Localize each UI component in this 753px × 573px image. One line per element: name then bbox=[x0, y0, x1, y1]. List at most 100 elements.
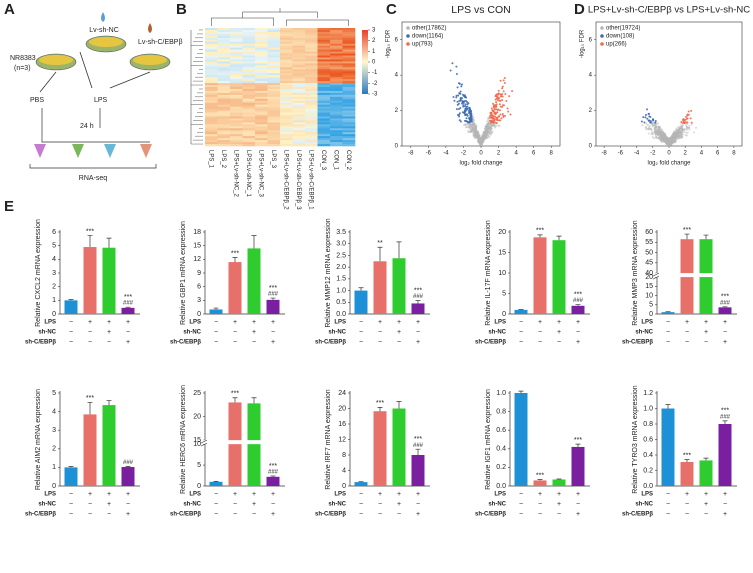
heatmap-cell bbox=[280, 45, 293, 48]
condition-sign: + bbox=[126, 339, 130, 346]
heatmap-cell bbox=[305, 142, 318, 145]
condition-sign: − bbox=[88, 501, 92, 508]
volcano-point bbox=[504, 92, 507, 95]
bar bbox=[102, 247, 116, 314]
heatmap-cell bbox=[330, 124, 343, 127]
condition-sign: + bbox=[88, 319, 92, 326]
volcano-point bbox=[463, 124, 466, 127]
y-tick-label: 9 bbox=[197, 270, 201, 277]
error-bar bbox=[232, 257, 238, 263]
condition-sign: + bbox=[252, 491, 256, 498]
volcano-point bbox=[646, 117, 649, 120]
heatmap-cell bbox=[217, 28, 231, 31]
error-bar bbox=[556, 235, 562, 241]
panel-label: A bbox=[4, 1, 15, 18]
heatmap-cell bbox=[230, 67, 243, 70]
bracket bbox=[41, 108, 150, 143]
label: RNA-seq bbox=[79, 175, 108, 182]
heatmap-cell bbox=[330, 118, 343, 121]
heatmap-cell bbox=[242, 100, 256, 104]
heatmap-cell bbox=[292, 110, 306, 113]
volcano-point bbox=[493, 108, 496, 111]
volcano-point bbox=[658, 127, 661, 130]
heatmap-cell bbox=[205, 57, 218, 60]
volcano-title: LPS+Lv-sh-C/EBPβ vs LPS+Lv-sh-NC bbox=[588, 5, 750, 16]
heatmap-cell bbox=[205, 41, 218, 45]
error-bar bbox=[575, 304, 581, 306]
heatmap-cell bbox=[267, 33, 281, 37]
heatmap-cell bbox=[205, 90, 218, 94]
volcano-point bbox=[477, 139, 480, 142]
heatmap-cell bbox=[217, 138, 231, 141]
y-tick-label: 4 bbox=[342, 467, 346, 474]
heatmap-cell bbox=[292, 142, 306, 145]
heatmap-cell bbox=[255, 88, 268, 92]
heatmap-cell bbox=[255, 112, 268, 115]
heatmap-cell bbox=[205, 118, 218, 121]
heatmap-cell bbox=[217, 35, 231, 39]
condition-sign: − bbox=[69, 339, 73, 346]
volcano-point bbox=[501, 93, 504, 96]
volcano-point bbox=[464, 109, 467, 112]
heatmap-cell bbox=[330, 63, 343, 66]
heatmap-cell bbox=[342, 28, 356, 31]
condition-sign: + bbox=[271, 339, 275, 346]
heatmap-cell bbox=[230, 108, 243, 111]
significance: *** bbox=[86, 228, 94, 235]
volcano-point bbox=[500, 117, 503, 120]
y-tick-label: 6 bbox=[395, 37, 399, 43]
error-bar bbox=[684, 459, 690, 462]
condition-sign: + bbox=[271, 511, 275, 518]
volcano-point bbox=[488, 126, 491, 129]
condition-sign: − bbox=[416, 501, 420, 508]
condition-sign: + bbox=[576, 511, 580, 518]
heatmap-cell bbox=[205, 37, 218, 41]
volcano-point bbox=[457, 102, 460, 105]
heatmap-cell bbox=[267, 29, 281, 33]
volcano-point bbox=[461, 102, 464, 105]
heatmap-cell bbox=[330, 55, 343, 58]
y-tick-label: 0 bbox=[197, 311, 201, 318]
volcano-point bbox=[488, 115, 491, 118]
condition-sign: + bbox=[397, 491, 401, 498]
heatmap-cell bbox=[242, 124, 256, 127]
heatmap-cell bbox=[217, 122, 231, 125]
y-tick-label: 3 bbox=[52, 427, 56, 434]
heatmap-cell bbox=[255, 104, 268, 107]
heatmap-cell bbox=[217, 83, 231, 86]
heatmap-cell bbox=[317, 122, 331, 125]
bar bbox=[661, 312, 675, 314]
heatmap-cell bbox=[280, 112, 293, 115]
heatmap-cell bbox=[255, 29, 268, 33]
significance: *** bbox=[574, 437, 582, 444]
heatmap-cell bbox=[242, 144, 256, 147]
heatmap-cell bbox=[317, 132, 331, 135]
heatmap-cell bbox=[267, 110, 281, 113]
heatmap-cell bbox=[317, 81, 331, 84]
heatmap-cell bbox=[305, 98, 318, 102]
heatmap-cell bbox=[242, 49, 256, 52]
heatmap-cell bbox=[230, 61, 243, 64]
heatmap-cell bbox=[342, 69, 356, 72]
volcano-point bbox=[465, 106, 468, 109]
x-axis-title: log₂ fold change bbox=[459, 161, 503, 167]
heatmap-cell bbox=[342, 71, 356, 74]
volcano-point bbox=[651, 136, 654, 139]
y-tick-label: 25 bbox=[193, 390, 201, 397]
heatmap-cell bbox=[330, 51, 343, 54]
condition-sign: − bbox=[378, 339, 382, 346]
y-tick-label: 4 bbox=[52, 408, 56, 415]
bar bbox=[121, 307, 135, 314]
volcano-point bbox=[651, 118, 654, 121]
heatmap-cell bbox=[205, 92, 218, 96]
condition-sign: − bbox=[378, 501, 382, 508]
heatmap-cell bbox=[242, 81, 256, 84]
heatmap-cell bbox=[230, 41, 243, 45]
heatmap-cell bbox=[205, 28, 218, 31]
heatmap-cell bbox=[330, 138, 343, 141]
heatmap-cell bbox=[342, 45, 356, 48]
condition-label: LPS bbox=[334, 320, 346, 326]
heatmap-cell bbox=[330, 85, 343, 88]
heatmap-cell bbox=[305, 47, 318, 50]
heatmap-cell bbox=[330, 136, 343, 139]
